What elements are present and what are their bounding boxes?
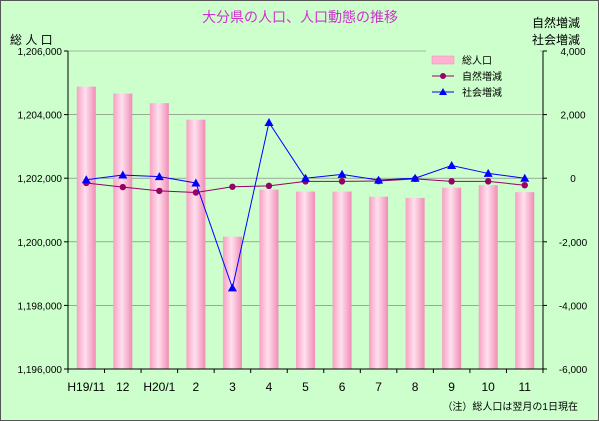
x-tick-label-1: 12 [116, 380, 130, 394]
x-tick-label-0: H19/11 [67, 380, 105, 394]
point-social-3 [191, 178, 201, 187]
bar-10 [442, 187, 462, 369]
point-social-8 [374, 175, 384, 184]
bar-2 [149, 103, 169, 369]
axes [64, 50, 547, 373]
footnote: （注）総人口は翌月の1日現在 [442, 400, 578, 413]
bar-6 [296, 191, 315, 369]
legend-marker-social [439, 88, 447, 95]
left-tick-label-1: 1,198,000 [18, 301, 63, 312]
left-tick-label-2: 1,200,000 [18, 238, 63, 249]
left-tick-label-0: 1,196,000 [18, 365, 63, 376]
legend-swatch-total [431, 55, 455, 65]
x-tick-label-4: 3 [229, 380, 236, 394]
left-tick-label-3: 1,202,000 [18, 174, 63, 185]
bar-3 [186, 119, 206, 369]
legend: 総人口 自然増減 社会増減 [426, 50, 540, 100]
right-tick-label-2: -2,000 [559, 238, 588, 249]
bar-4 [222, 236, 242, 369]
point-natural-12 [521, 181, 528, 189]
point-social-12 [520, 173, 530, 182]
x-tick-label-3: 2 [193, 380, 200, 394]
bar-8 [369, 196, 389, 369]
point-natural-1 [119, 183, 127, 191]
right-axis-label-natural: 自然増減 [532, 15, 580, 30]
x-tick-label-11: 10 [482, 380, 496, 394]
legend-marker-natural [440, 73, 446, 79]
point-social-6 [301, 173, 310, 182]
point-social-1 [118, 170, 128, 179]
legend-label-total: 総人口 [462, 54, 492, 67]
tick-labels: 1,196,000 1,198,000 1,200,000 1,202,000 1,20… [18, 47, 588, 394]
legend-label-social: 社会増減 [462, 86, 502, 99]
x-tick-label-6: 5 [302, 380, 309, 394]
x-tick-label-12: 11 [518, 380, 531, 394]
point-natural-5 [265, 182, 273, 190]
point-social-9 [410, 173, 420, 182]
right-tick-label-3: 0 [570, 174, 576, 185]
bar-11 [478, 185, 498, 369]
point-social-7 [337, 169, 347, 178]
x-tick-label-2: H20/1 [143, 380, 175, 394]
point-social-2 [154, 172, 164, 181]
right-tick-label-4: 2,000 [560, 111, 585, 122]
left-tick-label-4: 1,204,000 [18, 111, 63, 122]
point-social-4 [227, 283, 237, 292]
bar-0 [76, 86, 96, 369]
bar-1 [113, 93, 133, 369]
left-axis-label: 総 人 口 [10, 33, 53, 47]
x-tick-label-8: 7 [375, 380, 382, 394]
left-tick-label-5: 1,206,000 [18, 47, 63, 58]
point-natural-4 [229, 183, 236, 190]
x-tick-label-7: 6 [339, 380, 346, 394]
point-natural-11 [484, 178, 492, 185]
bar-7 [332, 191, 352, 369]
point-natural-7 [338, 178, 346, 185]
line-series [81, 118, 530, 292]
x-tick-label-10: 9 [448, 380, 455, 394]
right-tick-label-5: 4,000 [560, 47, 585, 58]
right-axis-label-social: 社会増減 [532, 32, 580, 47]
point-natural-10 [448, 178, 455, 185]
point-natural-2 [156, 187, 163, 195]
chart-title: 大分県の人口、人口動態の推移 [202, 9, 398, 25]
point-social-10 [447, 160, 457, 169]
bar-12 [515, 192, 535, 369]
bar-5 [259, 189, 279, 369]
right-tick-label-0: -6,000 [559, 365, 588, 376]
point-social-11 [483, 168, 493, 177]
bar-9 [405, 197, 425, 369]
point-social-5 [264, 118, 274, 127]
bar-series-total-population [76, 86, 535, 369]
point-social-0 [81, 175, 91, 184]
right-tick-label-1: -4,000 [559, 301, 588, 312]
x-tick-label-9: 8 [412, 380, 419, 394]
point-natural-3 [192, 189, 200, 196]
legend-label-natural: 自然増減 [462, 70, 502, 83]
x-tick-label-5: 4 [266, 380, 273, 394]
